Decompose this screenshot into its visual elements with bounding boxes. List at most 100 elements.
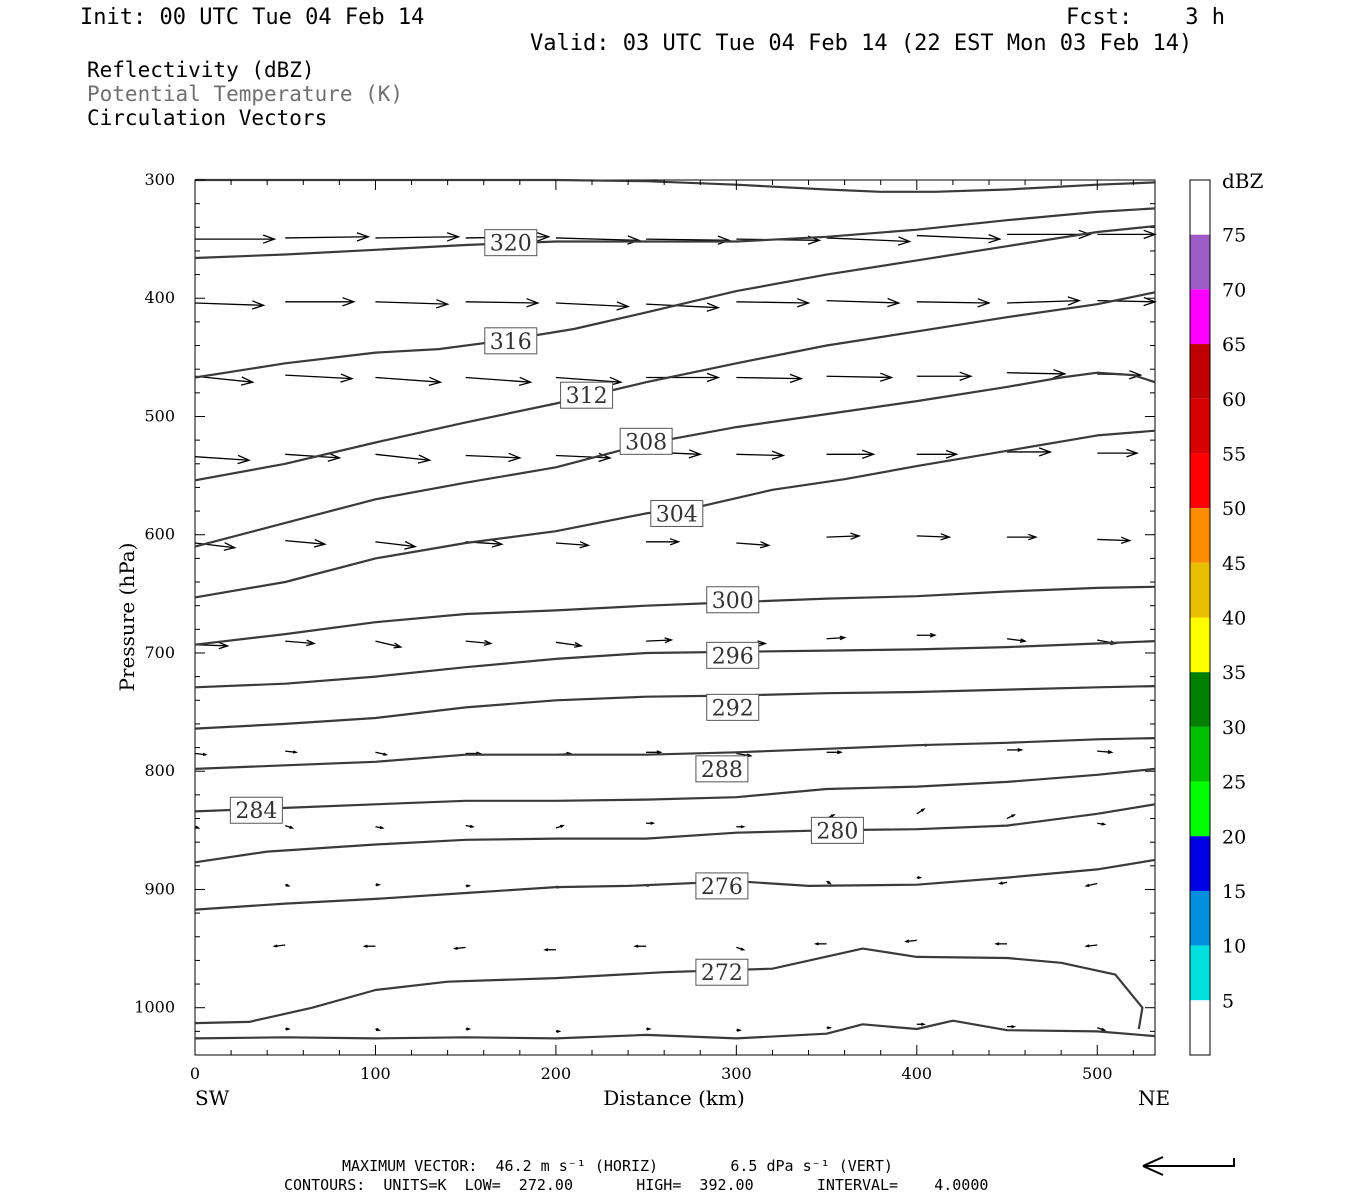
circulation-vector <box>375 640 401 648</box>
circulation-vector-head <box>483 639 493 646</box>
contour-label: 312 <box>566 384 608 409</box>
circulation-vector-head <box>706 302 721 312</box>
circulation-vector-head <box>1067 296 1082 306</box>
circulation-vector <box>916 535 950 538</box>
colorbar-label: 50 <box>1222 498 1246 520</box>
circulation-vector <box>555 542 589 547</box>
circulation-vector-head <box>861 449 876 460</box>
circulation-vector-head <box>218 641 230 650</box>
colorbar-label: 45 <box>1222 553 1246 575</box>
colorbar-label: 55 <box>1222 443 1246 465</box>
colorbar-segment <box>1190 453 1210 509</box>
circulation-vector-head <box>988 233 1002 244</box>
circulation-vector-head <box>1120 536 1132 545</box>
circulation-vector-head <box>994 942 1000 946</box>
theta-contour <box>194 1019 1156 1040</box>
y-tick-label: 700 <box>144 643 175 662</box>
circulation-vector <box>916 234 1000 240</box>
colorbar-frame <box>1189 179 1211 1056</box>
contour-label-box <box>229 796 283 824</box>
colorbar-segment <box>1190 1000 1210 1055</box>
colorbar-segment <box>1190 508 1210 563</box>
circulation-vector-head <box>202 752 208 757</box>
circulation-vector-head <box>327 452 342 462</box>
colorbar-segment <box>1190 289 1210 345</box>
circulation-vector <box>736 301 809 304</box>
circulation-vector-head <box>292 750 299 754</box>
circulation-vector-head <box>404 540 418 550</box>
theta-contour <box>194 767 1156 813</box>
x-tick-label: 300 <box>721 1064 752 1083</box>
circulation-vector <box>555 376 621 383</box>
circulation-vector-head <box>879 372 894 382</box>
circulation-vector-head <box>904 939 910 943</box>
colorbar-title: dBZ <box>1222 169 1264 193</box>
circulation-vector-head <box>251 300 266 310</box>
circulation-vector <box>1007 372 1065 375</box>
circulation-vector-head <box>543 948 549 952</box>
circulation-vector <box>375 236 459 239</box>
contour-label: 288 <box>701 758 743 783</box>
circulation-vector-head <box>285 883 291 887</box>
circulation-vector <box>285 236 369 239</box>
circulation-vector-head <box>656 750 663 755</box>
circulation-vector-head <box>452 946 458 950</box>
y-tick-label: 300 <box>144 170 175 189</box>
circulation-vector-head <box>736 1028 742 1032</box>
valid-time: Valid: 03 UTC Tue 04 Feb 14 (22 EST Mon … <box>530 31 1193 56</box>
circulation-vector-head <box>1017 747 1024 752</box>
circulation-vector-head <box>929 632 937 638</box>
circulation-vector-head <box>813 942 819 946</box>
circulation-vector-head <box>342 297 356 307</box>
circulation-vector-head <box>650 821 656 825</box>
circulation-vector-head <box>393 642 403 649</box>
plot-frame <box>194 179 1156 1056</box>
circulation-vector-head <box>306 639 317 647</box>
circulation-vector-head <box>850 532 862 540</box>
circulation-vector-head <box>616 301 631 311</box>
circulation-vector <box>375 376 441 383</box>
y-tick-label: 900 <box>144 879 175 898</box>
circulation-vector-head <box>1011 814 1016 818</box>
circulation-vector <box>465 454 520 459</box>
circulation-vector-head <box>706 372 721 383</box>
contour-label-box <box>560 381 614 409</box>
circulation-vector-head <box>379 825 385 830</box>
circulation-vector-head <box>740 947 746 951</box>
circulation-vector <box>285 640 315 645</box>
circulation-vector-head <box>1126 448 1139 458</box>
colorbar-label: 25 <box>1222 772 1246 794</box>
circulation-vector <box>826 375 892 379</box>
circulation-vector-head <box>1143 229 1157 240</box>
contour-label-box <box>706 693 760 721</box>
circulation-vector-head <box>508 452 522 463</box>
circulation-vector-head <box>959 371 973 382</box>
circulation-vector <box>826 535 860 538</box>
contour-label-box <box>484 327 538 355</box>
colorbar-label: 5 <box>1222 990 1234 1012</box>
plot-area <box>194 179 1156 1056</box>
x-tick-label: 400 <box>902 1064 933 1083</box>
contour-label-box <box>706 641 760 669</box>
colorbar-segment <box>1190 890 1210 946</box>
theta-contour <box>194 685 1156 730</box>
circulation-vector-head <box>289 825 295 829</box>
circulation-vector-head <box>633 944 639 948</box>
circulation-vector-head <box>469 824 475 828</box>
colorbar: dBZ 5 10 15 20 25 30 35 40 45 50 55 60 65 70 75 <box>1189 169 1264 1056</box>
circulation-vector <box>375 301 448 305</box>
circulation-vector <box>1007 299 1080 304</box>
circulation-vector-head <box>466 884 472 888</box>
circulation-vector <box>375 453 430 461</box>
y-tick-label: 1000 <box>134 998 175 1017</box>
circulation-vector-head <box>836 750 843 755</box>
contour-labels: 272 276 280 284 288 292 296 300 304 308 312 316 320 <box>229 229 864 986</box>
circulation-vector <box>736 542 769 547</box>
circulation-vector-head <box>240 376 255 386</box>
contour-label: 320 <box>490 232 532 257</box>
contour-label-box <box>619 427 673 455</box>
field-reflectivity: Reflectivity (dBZ) <box>87 58 315 82</box>
y-axis-label: Pressure (hPa) <box>115 543 139 692</box>
contour-label: 284 <box>235 799 277 824</box>
